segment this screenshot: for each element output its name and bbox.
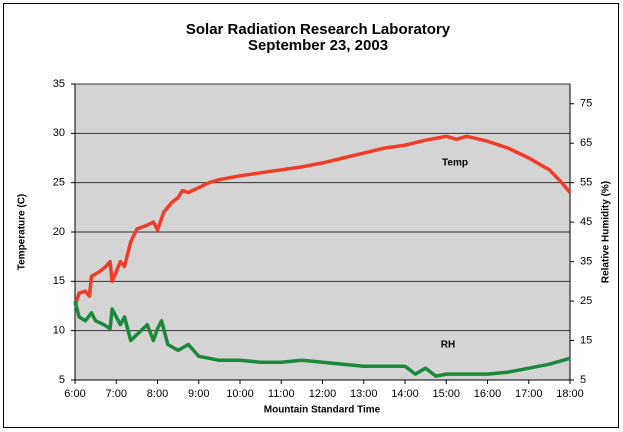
y2-tick-label: 65 bbox=[580, 137, 592, 149]
y2-axis-title: Relative Humidity (%) bbox=[601, 181, 612, 283]
series-label: RH bbox=[441, 340, 455, 351]
x-tick-label: 11:00 bbox=[268, 388, 295, 400]
y2-tick-label: 15 bbox=[580, 334, 592, 346]
y-tick-label: 25 bbox=[53, 177, 65, 189]
y-tick-label: 15 bbox=[53, 275, 65, 287]
chart-subtitle: September 23, 2003 bbox=[248, 37, 388, 54]
x-tick-label: 13:00 bbox=[350, 388, 378, 400]
y-axis-title: Temperature (C) bbox=[17, 194, 28, 271]
series-line bbox=[73, 134, 572, 307]
series-label: Temp bbox=[442, 158, 468, 169]
y-tick-label: 10 bbox=[53, 325, 65, 337]
x-tick-label: 16:00 bbox=[474, 388, 502, 400]
y2-tick-label: 35 bbox=[580, 256, 592, 268]
x-tick-label: 8:00 bbox=[147, 388, 168, 400]
y-tick-label: 30 bbox=[53, 127, 65, 139]
x-tick-label: 9:00 bbox=[188, 388, 209, 400]
x-tick-label: 14:00 bbox=[391, 388, 419, 400]
y-tick-label: 35 bbox=[53, 78, 65, 90]
x-tick-label: 7:00 bbox=[106, 388, 127, 400]
y2-tick-label: 25 bbox=[580, 295, 592, 307]
y2-tick-label: 75 bbox=[580, 98, 592, 110]
chart-title: Solar Radiation Research Laboratory bbox=[186, 21, 451, 38]
series-line bbox=[73, 300, 571, 378]
x-tick-label: 12:00 bbox=[309, 388, 337, 400]
y-tick-label: 5 bbox=[59, 374, 65, 386]
x-axis-title: Mountain Standard Time bbox=[264, 405, 381, 416]
x-tick-label: 17:00 bbox=[515, 388, 543, 400]
x-tick-label: 6:00 bbox=[64, 388, 85, 400]
y2-tick-label: 45 bbox=[580, 216, 592, 228]
x-tick-label: 15:00 bbox=[432, 388, 460, 400]
y-tick-label: 20 bbox=[53, 226, 65, 238]
y2-tick-label: 55 bbox=[580, 177, 592, 189]
y2-tick-label: 5 bbox=[580, 374, 586, 386]
x-tick-label: 10:00 bbox=[226, 388, 254, 400]
x-tick-label: 18:00 bbox=[556, 388, 584, 400]
